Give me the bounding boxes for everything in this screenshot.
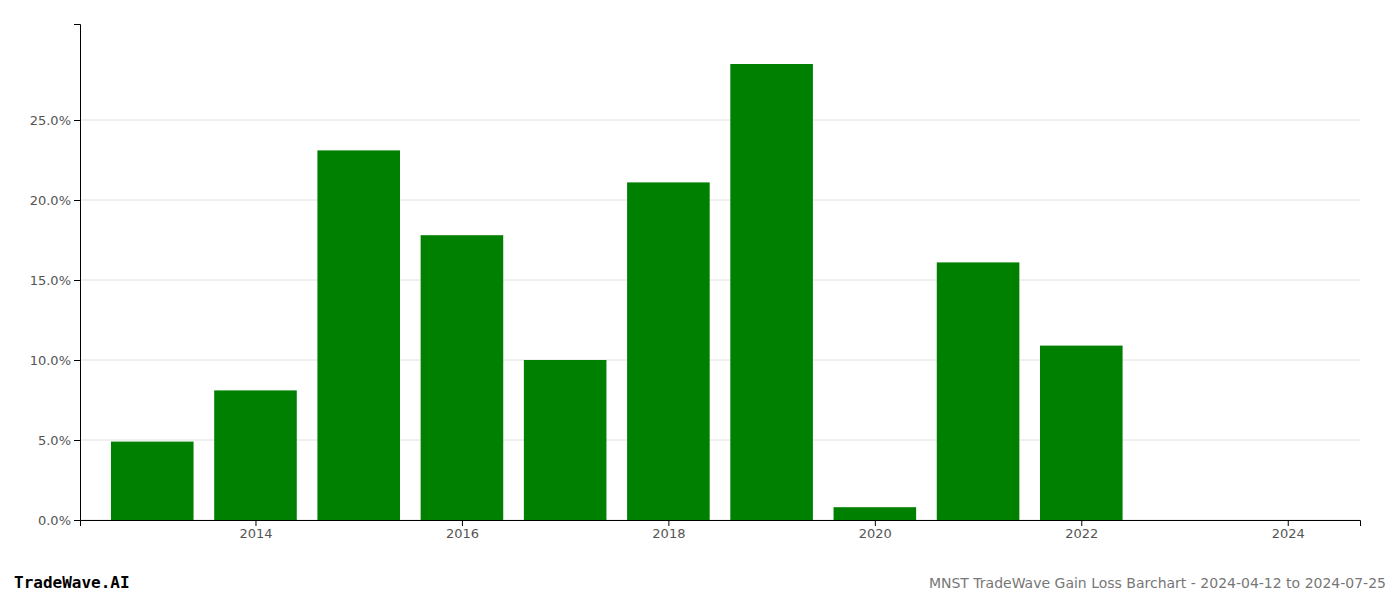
y-tick: 25.0% — [30, 113, 80, 128]
chart-container: 2014 2016 2018 2020 2022 2024 0.0% 5.0% 10.0% 15.… — [0, 0, 1400, 600]
bar — [834, 507, 917, 520]
grid-line — [80, 360, 1360, 361]
y-tick-label: 20.0% — [30, 193, 71, 208]
grid-line — [80, 280, 1360, 281]
y-tick-mark — [74, 120, 80, 121]
y-tick: 5.0% — [38, 433, 80, 448]
x-tick: 2018 — [652, 520, 685, 541]
x-tick-label: 2024 — [1272, 526, 1305, 541]
bar — [524, 360, 607, 520]
x-axis: 2014 2016 2018 2020 2022 2024 — [81, 520, 1361, 541]
y-tick: 0.0% — [38, 513, 80, 528]
x-tick: 2024 — [1272, 520, 1305, 541]
x-tick-mark — [1288, 520, 1289, 526]
y-axis-line — [74, 25, 81, 521]
x-tick: 2016 — [446, 520, 479, 541]
bar — [1040, 346, 1123, 520]
bar — [937, 262, 1020, 520]
bar — [111, 442, 194, 520]
x-tick-mark — [875, 520, 876, 526]
x-tick-label: 2022 — [1065, 526, 1098, 541]
y-tick-label: 0.0% — [38, 513, 71, 528]
x-tick-mark — [668, 520, 669, 526]
y-axis: 0.0% 5.0% 10.0% 15.0% 20.0% 25.0% — [30, 25, 81, 528]
x-tick-label: 2018 — [652, 526, 685, 541]
y-tick-mark — [74, 280, 80, 281]
x-tick-mark — [462, 520, 463, 526]
bar — [730, 64, 813, 520]
grid-line — [80, 200, 1360, 201]
y-tick-mark — [74, 360, 80, 361]
chart-svg: 2014 2016 2018 2020 2022 2024 0.0% 5.0% 10.0% 15.… — [0, 0, 1400, 600]
y-tick-label: 25.0% — [30, 113, 71, 128]
x-tick-label: 2014 — [239, 526, 272, 541]
grid — [80, 120, 1360, 520]
bar — [421, 235, 504, 520]
x-axis-line — [81, 521, 1361, 527]
footer-left: TradeWave.AI — [14, 573, 130, 592]
y-tick: 10.0% — [30, 353, 80, 368]
y-tick-label: 15.0% — [30, 273, 71, 288]
y-tick-mark — [74, 200, 80, 201]
y-tick: 15.0% — [30, 273, 80, 288]
x-tick: 2020 — [859, 520, 892, 541]
bar — [1143, 520, 1226, 521]
x-tick: 2014 — [239, 520, 272, 541]
grid-line — [80, 120, 1360, 121]
y-tick: 20.0% — [30, 193, 80, 208]
x-tick-mark — [255, 520, 256, 526]
y-tick-mark — [74, 440, 80, 441]
y-tick-label: 10.0% — [30, 353, 71, 368]
plot-area: 2014 2016 2018 2020 2022 2024 0.0% 5.0% 10.0% 15.… — [30, 25, 1361, 542]
x-tick-label: 2016 — [446, 526, 479, 541]
bars — [111, 64, 1123, 520]
x-tick: 2022 — [1065, 520, 1098, 541]
y-tick-label: 5.0% — [38, 433, 71, 448]
bar — [317, 150, 400, 520]
bar — [214, 390, 297, 520]
bar — [627, 182, 710, 520]
footer-right: MNST TradeWave Gain Loss Barchart - 2024… — [929, 575, 1386, 591]
x-tick-mark — [1081, 520, 1082, 526]
x-tick-label: 2020 — [859, 526, 892, 541]
y-tick-mark — [74, 520, 80, 521]
